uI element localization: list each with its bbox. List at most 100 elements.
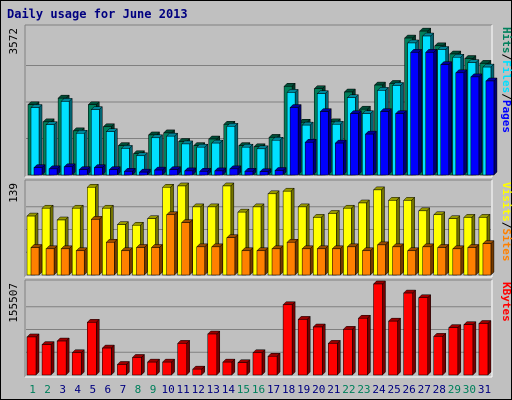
bar-kbytes-day-10-side: [171, 358, 175, 376]
x-tick-label-21: 21: [327, 383, 340, 396]
bar-sites-day-26-side: [415, 247, 419, 276]
x-tick-label-11: 11: [177, 383, 190, 396]
bar-kbytes-day-1-side: [35, 333, 40, 376]
bar-pages-day-26-side: [418, 48, 422, 176]
bar-pages-day-28-side: [448, 61, 452, 176]
bar-sites-day-16-side: [264, 247, 269, 276]
bar-pages-day-22-side: [358, 110, 362, 176]
bar-kbytes-day-22: [343, 329, 353, 376]
legend-entry: Hits: [500, 27, 512, 54]
x-tick-label-24: 24: [372, 383, 386, 396]
bar-kbytes-day-23: [358, 317, 368, 376]
legend-entry: Files: [500, 60, 512, 93]
bar-kbytes-day-25-side: [397, 317, 401, 376]
bar-sites-day-11: [181, 222, 190, 276]
bar-kbytes-day-17-side: [276, 352, 281, 376]
bar-kbytes-day-16: [252, 352, 263, 376]
bar-sites-day-12-side: [204, 243, 208, 276]
bar-sites-day-30-side: [475, 243, 480, 276]
bar-kbytes-day-3: [56, 340, 67, 376]
x-tick-label-14: 14: [222, 383, 236, 396]
bar-sites-day-11-side: [189, 219, 193, 276]
bar-pages-day-23: [365, 133, 374, 176]
bar-kbytes-day-30: [463, 324, 474, 376]
bar-sites-day-30: [467, 247, 477, 276]
bar-pages-day-18: [289, 107, 299, 176]
bar-pages-day-10: [169, 169, 178, 176]
bar-sites-day-17-side: [279, 245, 284, 276]
bar-pages-day-14: [229, 168, 239, 176]
bar-kbytes-day-26-side: [412, 289, 416, 376]
legend-entry: /: [500, 93, 512, 100]
bar-pages-day-11: [184, 170, 193, 176]
bar-pages-day-22: [350, 113, 359, 176]
bar-kbytes-day-25: [388, 320, 398, 376]
bar-sites-day-1: [30, 247, 40, 276]
bar-kbytes-day-6-side: [111, 344, 115, 376]
bar-sites-day-23: [362, 250, 371, 276]
bar-kbytes-day-9: [147, 361, 157, 376]
bar-kbytes-day-28-side: [442, 332, 446, 376]
bar-kbytes-day-14-side: [231, 358, 236, 376]
bar-kbytes-day-20-side: [321, 323, 326, 376]
bar-pages-day-21: [335, 142, 344, 176]
bar-pages-day-13: [214, 170, 224, 176]
bar-sites-day-5-side: [99, 215, 103, 276]
bar-sites-day-20-side: [324, 245, 329, 276]
bar-kbytes-day-13-side: [216, 330, 221, 376]
bar-sites-day-21-side: [340, 245, 344, 276]
bar-sites-day-15-side: [249, 247, 254, 276]
bar-kbytes-day-29-side: [457, 323, 462, 376]
bar-kbytes-day-31-side: [487, 319, 492, 376]
bar-sites-day-18-side: [294, 238, 299, 276]
bar-pages-day-30: [470, 76, 480, 176]
x-tick-label-15: 15: [237, 383, 250, 396]
max-label-visits-sites: 139: [7, 183, 20, 203]
bar-kbytes-day-19-side: [306, 315, 311, 376]
bar-kbytes-day-12: [192, 368, 202, 376]
bar-sites-day-14-side: [234, 234, 239, 276]
bar-kbytes-day-20: [312, 326, 323, 376]
bar-pages-day-29-side: [463, 69, 468, 176]
bar-pages-day-5: [94, 167, 103, 176]
x-tick-label-26: 26: [403, 383, 416, 396]
x-tick-label-17: 17: [267, 383, 280, 396]
x-tick-label-1: 1: [29, 383, 36, 396]
bar-kbytes-day-27-side: [427, 294, 431, 376]
bar-sites-day-6-side: [114, 238, 118, 276]
bar-kbytes-day-7: [117, 364, 127, 376]
bar-pages-day-23-side: [373, 130, 377, 176]
legend-entry: /: [500, 54, 512, 61]
max-label-hits-files-pages: 3572: [7, 28, 20, 55]
bar-sites-day-4-side: [83, 247, 88, 276]
bar-kbytes-day-9-side: [156, 358, 160, 376]
bar-pages-day-30-side: [478, 73, 483, 176]
bar-kbytes-day-11-side: [186, 339, 190, 376]
bar-sites-day-27: [422, 246, 431, 276]
bar-sites-day-2-side: [53, 245, 58, 276]
bar-sites-day-10: [166, 214, 175, 276]
legend-entry: Visits: [500, 182, 512, 222]
bar-pages-day-18-side: [297, 103, 302, 176]
x-tick-label-7: 7: [120, 383, 127, 396]
bar-pages-day-19: [304, 142, 314, 176]
bar-sites-day-24-side: [385, 241, 389, 276]
bar-kbytes-day-2-side: [50, 340, 55, 376]
x-tick-label-9: 9: [150, 383, 157, 396]
bar-sites-day-19-side: [309, 245, 314, 276]
legend-entry: Sites: [500, 228, 512, 261]
bar-sites-day-21: [332, 248, 341, 276]
bar-pages-day-25-side: [403, 110, 407, 176]
bar-kbytes-day-13: [207, 333, 218, 376]
bar-pages-day-26: [410, 52, 419, 176]
x-tick-label-18: 18: [282, 383, 295, 396]
bar-sites-day-15: [241, 250, 251, 276]
bar-pages-day-19-side: [312, 138, 317, 176]
bar-pages-day-31-side: [493, 77, 498, 176]
bar-pages-day-28: [440, 64, 449, 176]
bar-pages-day-9: [154, 169, 163, 176]
bar-kbytes-day-5: [87, 322, 97, 376]
bar-pages-day-7: [124, 171, 133, 176]
legend-visits-sites: Visits/Sites: [500, 182, 512, 262]
bar-kbytes-day-1: [26, 336, 37, 376]
